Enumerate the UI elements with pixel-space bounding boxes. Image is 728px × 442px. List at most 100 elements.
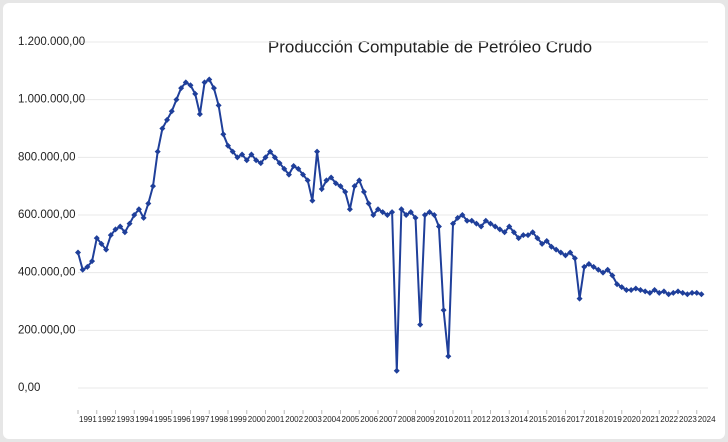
x-tick-label: 2018 [585,415,603,424]
data-point [618,284,625,291]
x-tick-label: 2024 [698,415,716,424]
data-point [168,108,175,115]
data-point [173,96,180,103]
data-point [665,291,672,298]
x-tick-label: 2007 [379,415,397,424]
x-tick-label: 2005 [342,415,360,424]
data-point [314,148,321,155]
data-point [454,214,461,221]
data-point [628,286,635,293]
data-point [332,180,339,187]
x-tick-label: 2009 [417,415,435,424]
data-point [342,188,349,195]
data-point [196,111,203,118]
data-point [112,226,119,233]
data-point [501,229,508,236]
data-point [365,200,372,207]
x-tick-label: 2004 [323,415,341,424]
x-tick-label: 2021 [642,415,660,424]
data-point [154,148,161,155]
data-point [220,131,227,138]
data-point [595,266,602,273]
x-tick-label: 2010 [435,415,453,424]
data-point [571,255,578,262]
data-point [614,281,621,288]
data-point [253,157,260,164]
data-point [445,353,452,360]
data-point [698,291,705,298]
data-point [435,223,442,230]
data-point [510,229,517,236]
y-tick-label: 1.200.000,00 [18,36,85,48]
data-point [389,209,396,216]
data-point [131,212,138,218]
data-point [295,165,302,172]
data-point [140,214,147,221]
data-point [276,160,283,167]
data-point [182,79,189,86]
data-point [670,289,677,296]
data-point [492,223,499,230]
data-point [412,214,419,221]
x-tick-label: 2006 [360,415,378,424]
data-point [117,223,124,230]
y-tick-label: 1.000.000,00 [18,94,85,106]
data-point [482,217,489,224]
data-point [318,186,325,193]
y-tick-label: 0,00 [18,382,40,394]
data-point [98,240,105,247]
data-point [360,188,367,195]
data-point [248,151,255,158]
chart-title: Producción Computable de Petróleo Crudo [268,37,592,56]
data-point [135,206,142,213]
data-point [290,162,297,169]
data-point [384,212,391,218]
x-tick-label: 2015 [529,415,547,424]
data-point [421,212,428,218]
data-point [590,263,597,270]
data-point [346,206,353,213]
data-point [84,263,91,270]
x-tick-label: 2016 [548,415,566,424]
data-point [426,209,433,216]
data-point [215,102,222,109]
data-point [646,289,653,296]
data-point [328,174,335,181]
data-point [660,288,667,295]
data-point [337,183,344,190]
data-point [407,209,414,216]
data-point [567,249,574,256]
x-tick-label: 2003 [304,415,322,424]
data-point [187,82,194,89]
data-point [262,154,269,161]
x-tick-label: 1995 [154,415,172,424]
data-point [393,367,400,374]
x-tick-label: 2019 [604,415,622,424]
data-point [478,223,485,230]
data-point [103,246,110,253]
y-tick-label: 400.000,00 [18,267,76,279]
data-point [440,307,447,314]
x-tick-label: 2023 [679,415,697,424]
data-point [257,160,264,167]
data-point [679,289,686,296]
data-point [79,266,86,273]
x-tick-label: 1996 [173,415,191,424]
data-point [267,148,274,155]
data-point [548,243,555,250]
data-point [557,249,564,256]
data-point [632,285,639,292]
y-tick-label: 600.000,00 [18,209,76,221]
data-point [206,76,213,83]
data-point [164,116,171,123]
x-tick-label: 1994 [135,415,153,424]
data-point [379,209,386,216]
data-point [431,212,438,218]
data-point [506,223,513,230]
x-tick-label: 2022 [660,415,678,424]
data-point [150,183,156,190]
data-point [585,261,592,268]
data-point [121,229,128,236]
data-point [323,177,330,184]
